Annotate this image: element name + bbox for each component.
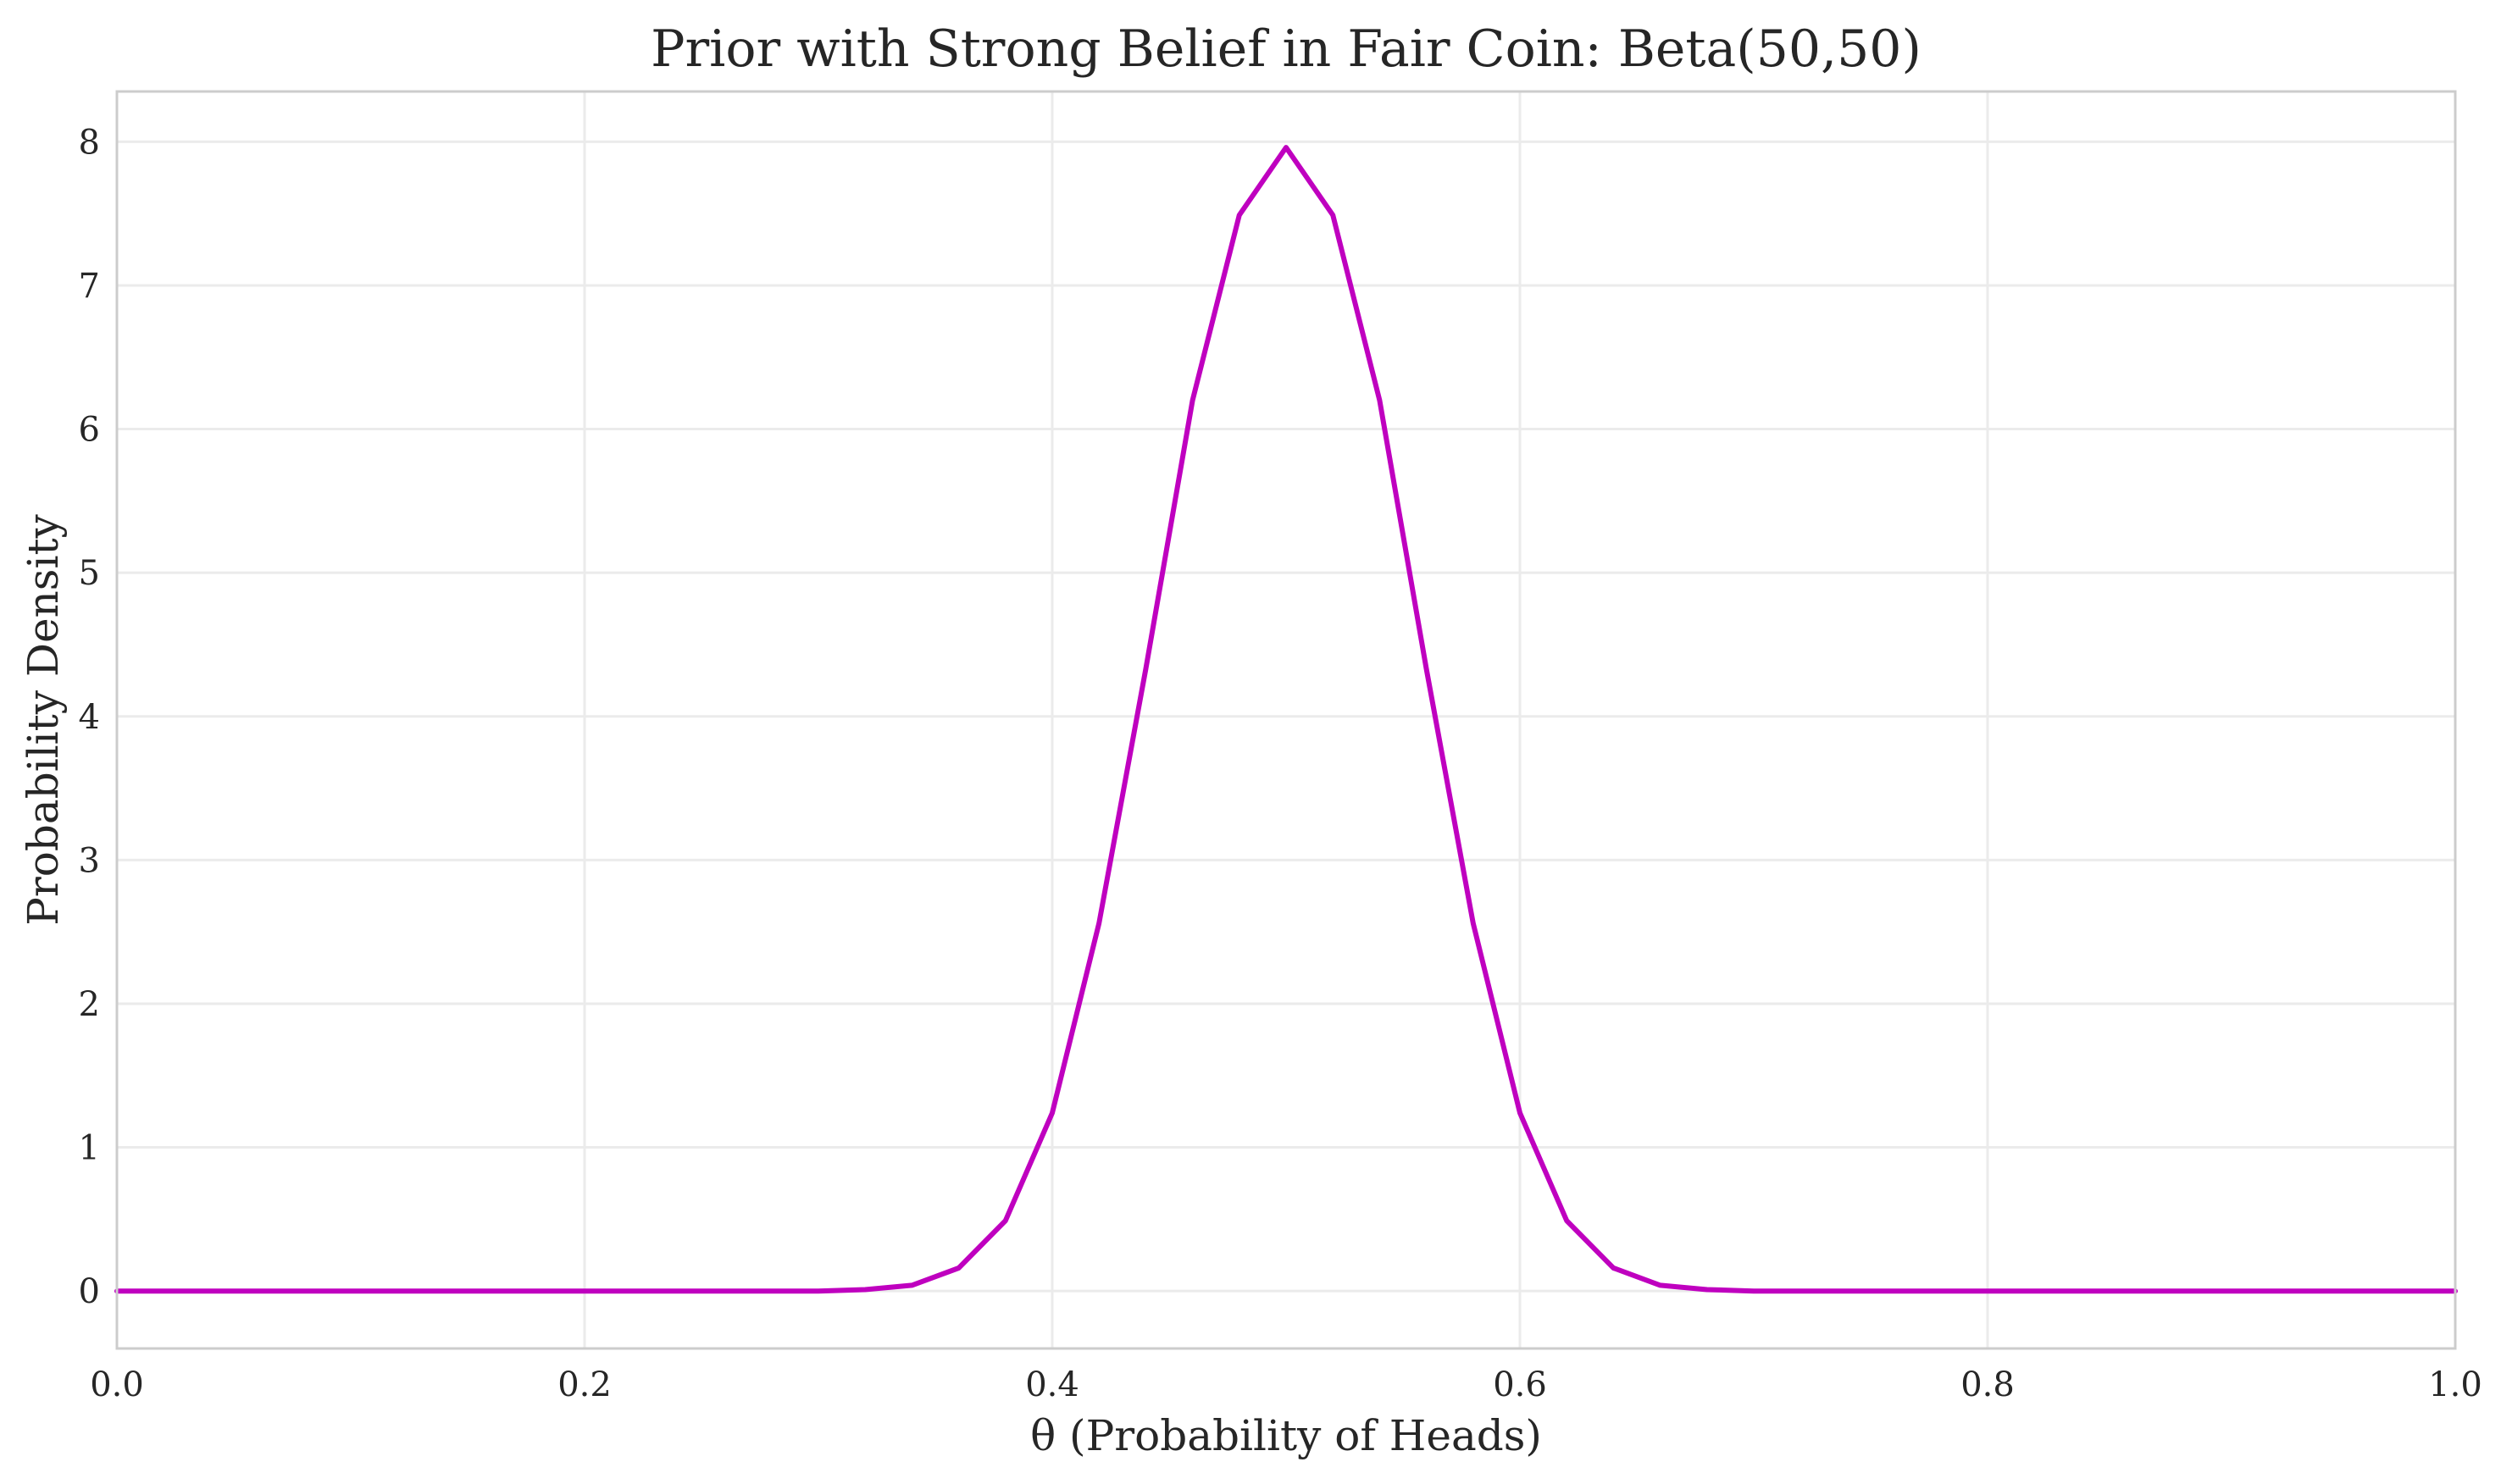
chart-title: Prior with Strong Belief in Fair Coin: B… [651,19,1922,79]
x-tick-label: 0.6 [1493,1365,1547,1404]
y-tick-label: 8 [79,123,100,162]
y-tick-label: 1 [79,1129,100,1168]
y-tick-label: 0 [79,1272,100,1311]
x-tick-label: 0.0 [90,1365,144,1404]
y-tick-label: 5 [79,554,100,593]
series-layer [114,145,2458,1294]
series-line [114,145,2458,1294]
tick-labels: 0.0 0.2 0.4 0.6 0.8 1.0 0 1 2 3 4 5 6 7 8 [79,123,2482,1404]
y-tick-label: 6 [79,411,100,450]
x-tick-label: 0.8 [1960,1365,2015,1404]
y-tick-label: 2 [79,985,100,1024]
y-tick-label: 4 [79,698,100,737]
x-tick-label: 0.4 [1025,1365,1079,1404]
y-axis-label: Probability Density [19,513,68,925]
y-tick-label: 7 [79,267,100,306]
x-tick-label: 1.0 [2428,1365,2482,1404]
plot-frame [115,90,2457,1350]
y-tick-label: 3 [79,841,100,880]
x-axis-label: θ (Probability of Heads) [1030,1411,1542,1460]
x-tick-label: 0.2 [557,1365,612,1404]
